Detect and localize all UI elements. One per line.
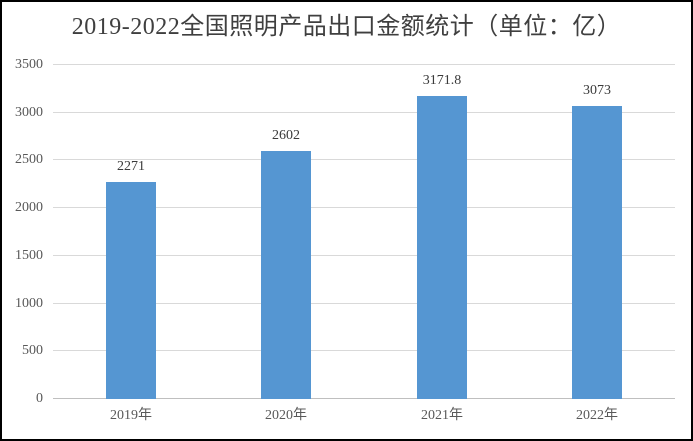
gridline <box>53 159 675 160</box>
y-tick-label: 1000 <box>15 296 43 311</box>
gridline <box>53 112 675 113</box>
y-tick-label: 2000 <box>15 200 43 215</box>
gridline <box>53 255 675 256</box>
bar-2021年 <box>417 96 467 399</box>
bar-data-label: 3171.8 <box>422 73 462 88</box>
bar-data-label: 3073 <box>583 83 611 98</box>
gridline <box>53 64 675 65</box>
x-tick-label: 2020年 <box>265 408 307 423</box>
plot-area <box>53 64 675 399</box>
x-tick-label: 2019年 <box>110 408 152 423</box>
bar-2022年 <box>572 106 622 399</box>
x-tick-label: 2022年 <box>576 408 618 423</box>
x-axis-line <box>53 398 675 399</box>
bar-data-label: 2602 <box>272 128 300 143</box>
gridline <box>53 207 675 208</box>
bar-2020年 <box>261 151 311 399</box>
y-tick-label: 0 <box>36 391 43 406</box>
x-tick-label: 2021年 <box>421 408 463 423</box>
y-tick-label: 2500 <box>15 152 43 167</box>
y-tick-label: 3500 <box>15 57 43 72</box>
gridline <box>53 350 675 351</box>
y-tick-label: 500 <box>22 343 43 358</box>
y-tick-label: 1500 <box>15 248 43 263</box>
chart-title: 2019-2022全国照明产品出口金额统计（单位：亿） <box>71 14 622 40</box>
bar-data-label: 2271 <box>117 159 145 174</box>
bar-2019年 <box>106 182 156 399</box>
gridline <box>53 303 675 304</box>
y-tick-label: 3000 <box>15 105 43 120</box>
